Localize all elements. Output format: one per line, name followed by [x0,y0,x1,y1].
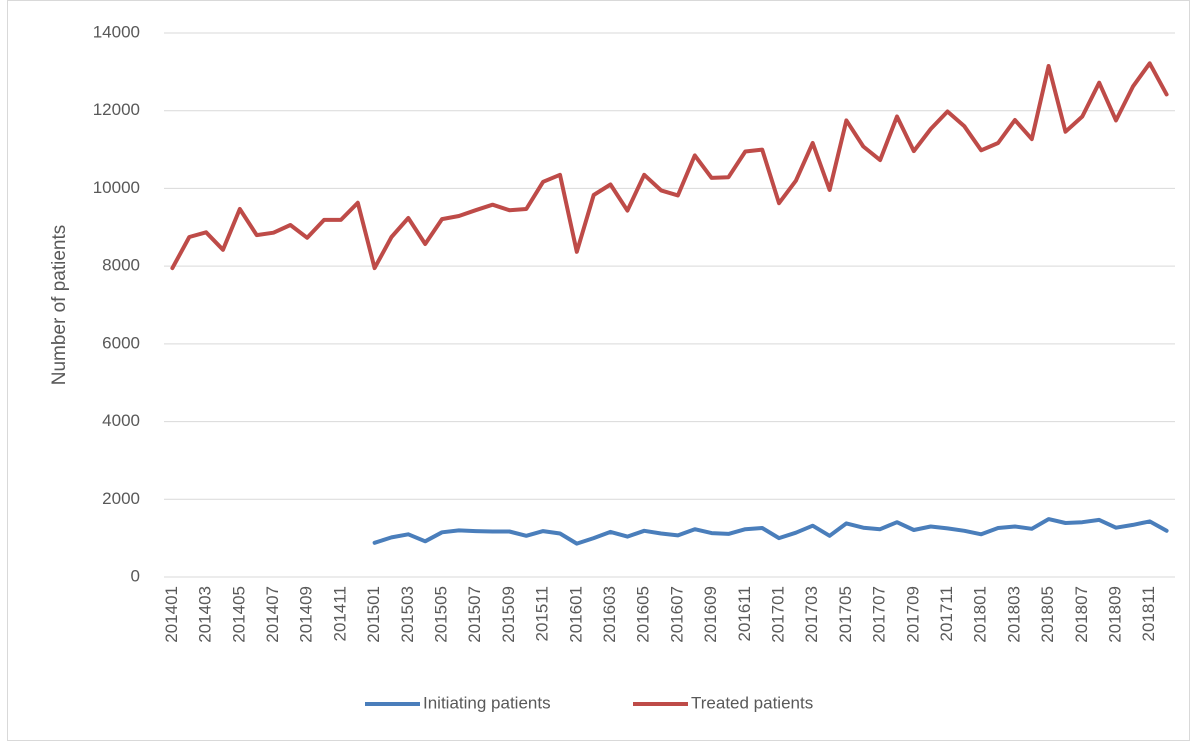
x-tick-label: 201605 [634,586,653,643]
x-tick-label: 201801 [971,586,990,643]
x-tick-label: 201803 [1004,586,1023,643]
series-line [372,517,1169,546]
x-tick-label: 201409 [297,586,316,643]
x-tick-label: 201505 [432,586,451,643]
x-tick-label: 201607 [667,586,686,643]
x-tick-label: 201711 [937,586,956,641]
x-tick-label: 201411 [330,586,349,641]
x-tick-label: 201701 [769,586,788,643]
y-tick-label: 0 [131,566,140,585]
x-tick-label: 201601 [566,586,585,643]
x-tick-label: 201401 [162,586,181,643]
x-tick-label: 201407 [263,586,282,643]
x-tick-label: 201705 [836,586,855,643]
y-tick-label: 12000 [93,100,140,119]
x-tick-label: 201507 [465,586,484,643]
x-tick-label: 201707 [870,586,889,643]
legend-label: Initiating patients [423,693,551,712]
y-tick-label: 10000 [93,178,140,197]
x-tick-label: 201805 [1038,586,1057,643]
x-tick-label: 201405 [229,586,248,643]
x-tick-label: 201809 [1106,586,1125,643]
chart-border [7,0,1190,741]
y-tick-label: 14000 [93,22,140,41]
x-tick-label: 201611 [735,586,754,641]
y-tick-label: 6000 [102,333,140,352]
x-tick-label: 201509 [499,586,518,643]
x-tick-label: 201811 [1139,586,1158,641]
y-tick-label: 8000 [102,256,140,275]
x-tick-label: 201503 [398,586,417,643]
y-tick-label: 4000 [102,411,140,430]
x-tick-label: 201609 [701,586,720,643]
x-tick-label: 201709 [903,586,922,643]
x-tick-label: 201807 [1072,586,1091,643]
x-tick-label: 201603 [600,586,619,643]
legend-label: Treated patients [691,693,813,712]
series-line [170,61,1169,271]
x-tick-label: 201403 [196,586,215,643]
x-tick-label: 201703 [802,586,821,643]
y-axis-title: Number of patients [49,225,70,386]
x-tick-label: 201511 [533,586,552,641]
x-tick-label: 201501 [364,586,383,643]
y-tick-label: 2000 [102,489,140,508]
